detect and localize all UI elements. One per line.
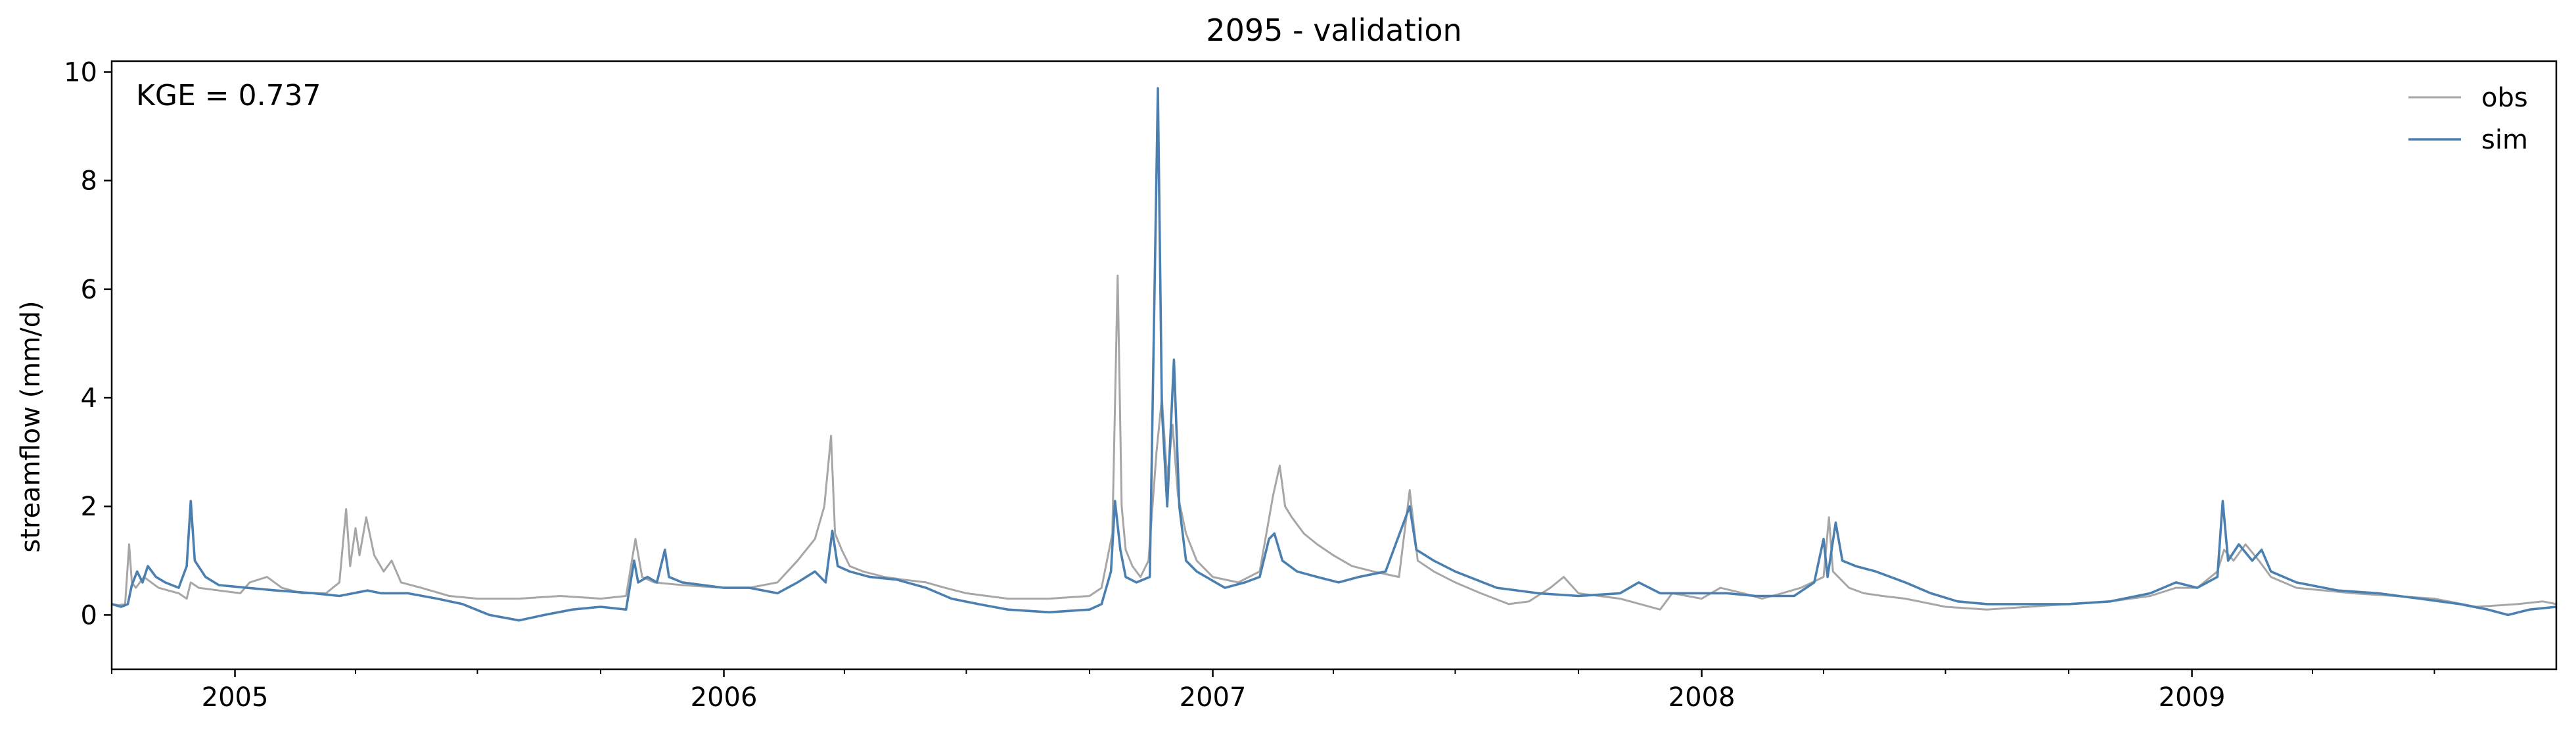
x-tick-label: 2009 (2159, 682, 2226, 713)
legend-label-obs: obs (2481, 83, 2528, 113)
y-tick-label: 0 (81, 600, 97, 630)
series-line-sim (111, 87, 2557, 622)
x-tick-label: 2005 (202, 682, 269, 713)
legend-label-sim: sim (2481, 125, 2528, 155)
y-axis: 0 2 4 6 8 10 (64, 58, 112, 630)
chart-title: 2095 - validation (1206, 12, 1461, 48)
plot-area (111, 87, 2557, 622)
y-tick-label: 10 (64, 58, 97, 88)
y-tick-label: 8 (81, 166, 97, 197)
series-line-obs (111, 274, 2557, 611)
plot-frame (110, 60, 2558, 671)
x-tick-label: 2007 (1180, 682, 1247, 713)
y-tick-label: 4 (81, 383, 97, 414)
legend: obs sim (2408, 83, 2528, 155)
x-tick-label: 2006 (691, 682, 758, 713)
kge-annotation: KGE = 0.737 (136, 79, 321, 112)
y-axis-label: streamflow (mm/d) (16, 300, 46, 552)
y-tick-label: 6 (81, 275, 97, 305)
y-tick-label: 2 (81, 492, 97, 522)
x-tick-label: 2008 (1668, 682, 1736, 713)
x-axis: 2005 2006 2007 2008 2009 (111, 669, 2435, 713)
